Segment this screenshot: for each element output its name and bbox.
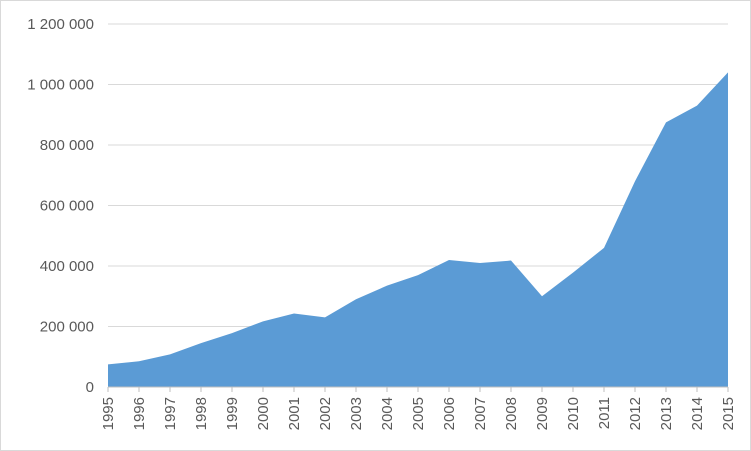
x-tick-label: 2005 (410, 397, 427, 430)
x-tick-label: 1997 (162, 397, 179, 430)
area-series (108, 72, 728, 388)
y-tick-label: 400 000 (40, 258, 94, 275)
x-tick-label: 2003 (348, 397, 365, 430)
x-tick-label: 1996 (131, 397, 148, 430)
x-tick-label: 2014 (689, 397, 706, 430)
x-tick-label: 2000 (255, 397, 272, 430)
x-tick-label: 1995 (100, 397, 117, 430)
y-tick-label: 800 000 (40, 137, 94, 154)
x-tick-label: 1998 (193, 397, 210, 430)
y-tick-label: 0 (86, 379, 94, 396)
x-tick-label: 2011 (596, 397, 613, 429)
x-tick-labels: 1995 1996 1997 1998 1999 2000 2001 2002 2003 2004… (100, 397, 737, 430)
x-tick-label: 2002 (317, 397, 334, 430)
axes (107, 386, 729, 392)
x-tick-label: 1999 (224, 397, 241, 430)
y-tick-label: 200 000 (40, 319, 94, 336)
y-tick-label: 600 000 (40, 198, 94, 215)
x-tick-label: 2004 (379, 397, 396, 430)
y-tick-labels: 0 200 000 400 000 600 000 800 000 1 000 000 1 … (27, 16, 94, 396)
x-tick-label: 2010 (565, 397, 582, 430)
y-tick-label: 1 000 000 (27, 77, 94, 94)
x-tick-label: 2008 (503, 397, 520, 430)
x-tick-label: 2012 (627, 397, 644, 430)
x-tick-label: 2013 (658, 397, 675, 430)
x-tick-label: 2006 (441, 397, 458, 430)
area-fill (108, 72, 728, 388)
x-tick-label: 2001 (286, 397, 303, 430)
x-tick-label: 2015 (720, 397, 737, 430)
x-tick-label: 2007 (472, 397, 489, 430)
y-tick-label: 1 200 000 (27, 16, 94, 33)
x-tick-label: 2009 (534, 397, 551, 430)
